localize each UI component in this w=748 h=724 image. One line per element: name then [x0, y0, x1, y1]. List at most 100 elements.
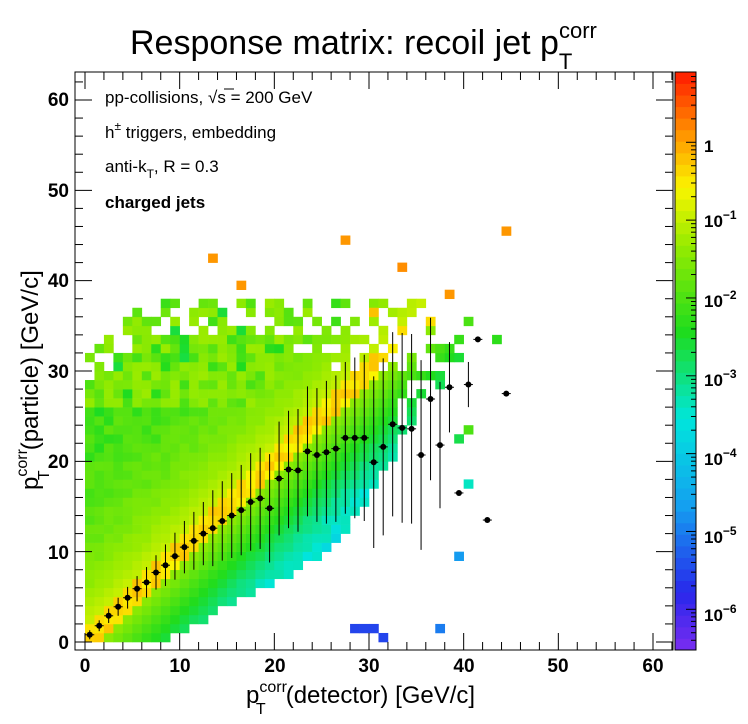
heatmap-cell	[236, 380, 247, 390]
heatmap-cell	[94, 452, 105, 462]
heatmap-cell	[264, 425, 275, 435]
heatmap-cell	[179, 380, 190, 390]
heatmap-cell	[151, 389, 162, 399]
heatmap-cell	[378, 632, 389, 643]
heatmap-cell	[122, 515, 133, 525]
heatmap-cell	[198, 605, 209, 616]
heatmap-cell	[208, 307, 218, 318]
heatmap-cell	[312, 371, 322, 381]
colorbar-band	[675, 141, 696, 154]
heatmap-cell	[170, 587, 180, 598]
colorbar-band	[675, 395, 696, 408]
heatmap-cell	[189, 361, 199, 372]
heatmap-cell	[236, 352, 247, 363]
heatmap-cell	[113, 443, 124, 453]
profile-point	[446, 384, 453, 391]
heatmap-cell	[283, 524, 294, 534]
heatmap-cell	[369, 307, 379, 318]
heatmap-cell	[179, 497, 190, 507]
heatmap-cell	[321, 524, 332, 534]
colorbar-band	[675, 638, 696, 651]
heatmap-cell	[151, 524, 162, 534]
heatmap-cell	[312, 524, 322, 534]
heatmap-cell	[217, 398, 228, 408]
heatmap-cell	[340, 515, 351, 525]
heatmap-cell	[227, 578, 237, 589]
heatmap-cell	[122, 560, 133, 571]
heatmap-cell	[302, 352, 313, 363]
colorbar-band	[675, 222, 696, 235]
heatmap-cell	[227, 596, 237, 607]
heatmap-cell	[274, 371, 285, 381]
heatmap-cell	[283, 343, 294, 354]
heatmap-cell	[122, 632, 133, 643]
heatmap-cell	[170, 334, 180, 345]
heatmap-cell	[369, 623, 379, 634]
heatmap-cell	[160, 434, 171, 444]
heatmap-cell	[170, 343, 180, 354]
heatmap-cell	[179, 587, 190, 598]
heatmap-cell	[103, 524, 114, 534]
heatmap-cell	[170, 497, 180, 507]
heatmap-cell	[189, 497, 199, 507]
heatmap-cell	[302, 371, 313, 381]
colorbar-band	[675, 557, 696, 570]
heatmap-cell	[151, 443, 162, 453]
heatmap-cell	[141, 389, 152, 399]
heatmap-cell	[170, 515, 180, 525]
x-tick-label: 50	[547, 656, 568, 677]
heatmap-cell	[217, 407, 228, 417]
colorbar-band	[675, 303, 696, 316]
heatmap-cell	[198, 461, 209, 471]
heatmap-cell	[122, 461, 133, 471]
heatmap-cell	[113, 380, 124, 390]
profile-point	[285, 466, 292, 473]
heatmap-cell	[122, 506, 133, 516]
heatmap-cell	[189, 596, 199, 607]
heatmap-cell	[132, 371, 143, 381]
heatmap-cell	[283, 533, 294, 543]
profile-point	[143, 579, 150, 586]
profile-point	[351, 434, 358, 441]
heatmap-cell	[274, 389, 285, 399]
heatmap-cell	[141, 371, 152, 381]
heatmap-cell	[340, 352, 351, 363]
heatmap-cell	[170, 425, 180, 435]
heatmap-cell	[151, 425, 162, 435]
heatmap-cell	[103, 488, 114, 498]
colorbar-band	[675, 326, 696, 339]
heatmap-cell	[198, 488, 209, 498]
title-sub: T	[559, 49, 572, 74]
profile-point	[437, 442, 443, 449]
heatmap-cell	[141, 479, 152, 489]
heatmap-cell	[198, 596, 209, 607]
colorbar-band	[675, 361, 696, 373]
heatmap-cell	[85, 614, 95, 625]
heatmap-cell	[160, 479, 171, 489]
heatmap-cell	[160, 515, 171, 525]
heatmap-cell	[208, 316, 218, 327]
colorbar-band	[675, 337, 696, 350]
heatmap-cell	[179, 578, 190, 589]
heatmap-cell	[151, 632, 162, 643]
heatmap-cell	[274, 560, 285, 571]
profile-point	[209, 525, 216, 532]
heatmap-cell	[189, 470, 199, 480]
profile-point	[370, 459, 377, 466]
heatmap-cell	[85, 560, 95, 571]
heatmap-cell	[293, 389, 304, 399]
heatmap-cell	[245, 560, 256, 571]
colorbar-labels: 1 10−1 10−2 10−3 10−4 10−5 10−6	[704, 137, 737, 625]
heatmap-cell	[264, 343, 275, 354]
heatmap-cell	[132, 542, 143, 552]
colorbar-band	[675, 372, 696, 385]
heatmap-cell	[160, 452, 171, 462]
heatmap-cell	[208, 470, 218, 480]
heatmap-cell	[85, 515, 95, 525]
heatmap-cell	[444, 289, 455, 300]
heatmap-cell	[103, 560, 114, 571]
heatmap-cell	[179, 596, 190, 607]
heatmap-cell	[189, 407, 199, 417]
heatmap-cell	[283, 389, 294, 399]
